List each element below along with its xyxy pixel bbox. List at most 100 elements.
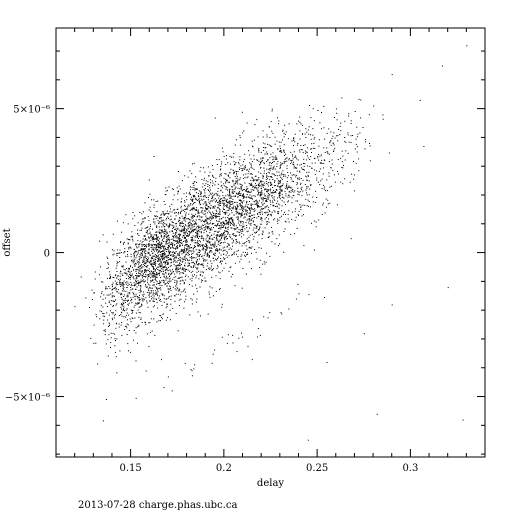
data-point: [223, 249, 225, 251]
data-point: [185, 249, 187, 251]
data-point: [187, 269, 189, 271]
data-point: [155, 256, 157, 258]
data-point: [212, 200, 214, 202]
data-point: [108, 314, 110, 316]
data-point: [176, 288, 178, 290]
data-point: [163, 253, 165, 255]
data-point: [122, 283, 124, 285]
data-point: [192, 163, 193, 165]
data-point: [169, 251, 171, 253]
data-point: [231, 219, 233, 221]
data-point: [179, 220, 181, 222]
data-point: [121, 311, 123, 313]
data-point: [276, 158, 278, 160]
data-point: [163, 266, 165, 267]
data-point: [171, 211, 173, 213]
data-point: [229, 247, 231, 249]
data-point: [246, 210, 248, 212]
data-point: [337, 135, 339, 137]
data-point: [138, 276, 140, 277]
data-point: [355, 138, 357, 140]
data-point: [269, 168, 270, 170]
data-point: [179, 188, 181, 190]
data-point: [130, 289, 132, 291]
data-point: [204, 223, 206, 225]
data-point: [192, 215, 194, 217]
data-point: [360, 117, 362, 119]
data-point: [196, 260, 198, 262]
data-point: [240, 200, 242, 202]
data-point: [302, 204, 304, 206]
data-point: [235, 192, 237, 194]
data-point: [187, 236, 189, 237]
data-point: [145, 322, 146, 324]
data-point: [312, 108, 314, 110]
data-point: [189, 247, 191, 249]
data-point: [160, 251, 162, 253]
data-point: [186, 245, 188, 247]
data-point: [182, 280, 184, 282]
data-point: [232, 222, 234, 224]
data-point: [167, 280, 169, 282]
data-point: [112, 306, 114, 307]
data-point: [127, 343, 129, 345]
data-point: [199, 250, 201, 252]
data-point: [206, 255, 208, 257]
data-point: [154, 276, 156, 278]
data-point: [259, 181, 261, 183]
data-point: [112, 300, 114, 302]
data-point: [303, 245, 305, 247]
data-point: [278, 234, 280, 236]
data-point: [215, 216, 217, 218]
data-point: [277, 175, 279, 177]
data-point: [217, 213, 219, 215]
data-point: [322, 167, 324, 169]
data-point: [334, 147, 336, 149]
data-point: [161, 263, 163, 265]
data-point: [181, 239, 183, 241]
data-point: [150, 250, 152, 252]
data-point: [168, 259, 170, 261]
data-point: [170, 280, 172, 282]
data-point: [273, 205, 275, 207]
data-point: [184, 276, 186, 277]
data-point: [275, 192, 277, 194]
data-point: [152, 266, 154, 268]
data-point: [134, 225, 136, 226]
data-point: [236, 172, 237, 174]
data-point: [276, 189, 278, 191]
data-point: [345, 141, 347, 143]
data-point: [152, 237, 154, 239]
data-point: [185, 237, 186, 239]
data-point: [162, 293, 164, 295]
data-point: [223, 212, 225, 214]
data-point: [317, 110, 319, 111]
data-point: [155, 277, 157, 279]
data-point: [260, 181, 262, 183]
data-point: [259, 212, 261, 213]
data-point: [148, 294, 150, 296]
data-point: [177, 228, 179, 230]
data-point: [229, 213, 231, 215]
data-point: [181, 180, 183, 182]
data-point: [201, 236, 203, 238]
data-point: [144, 265, 145, 266]
data-point: [136, 260, 138, 262]
data-point: [261, 218, 263, 219]
data-point: [194, 236, 196, 238]
data-point: [230, 218, 232, 220]
data-point: [95, 314, 97, 316]
data-point: [355, 143, 357, 145]
data-point: [140, 305, 142, 307]
data-point: [193, 207, 195, 209]
data-point: [165, 251, 167, 252]
data-point: [228, 200, 230, 202]
data-point: [270, 192, 272, 194]
data-point: [262, 184, 263, 186]
data-point: [211, 215, 213, 217]
data-point: [171, 204, 173, 205]
data-point: [176, 245, 178, 247]
data-point: [161, 219, 163, 221]
data-point: [311, 152, 312, 153]
data-point: [149, 322, 151, 324]
